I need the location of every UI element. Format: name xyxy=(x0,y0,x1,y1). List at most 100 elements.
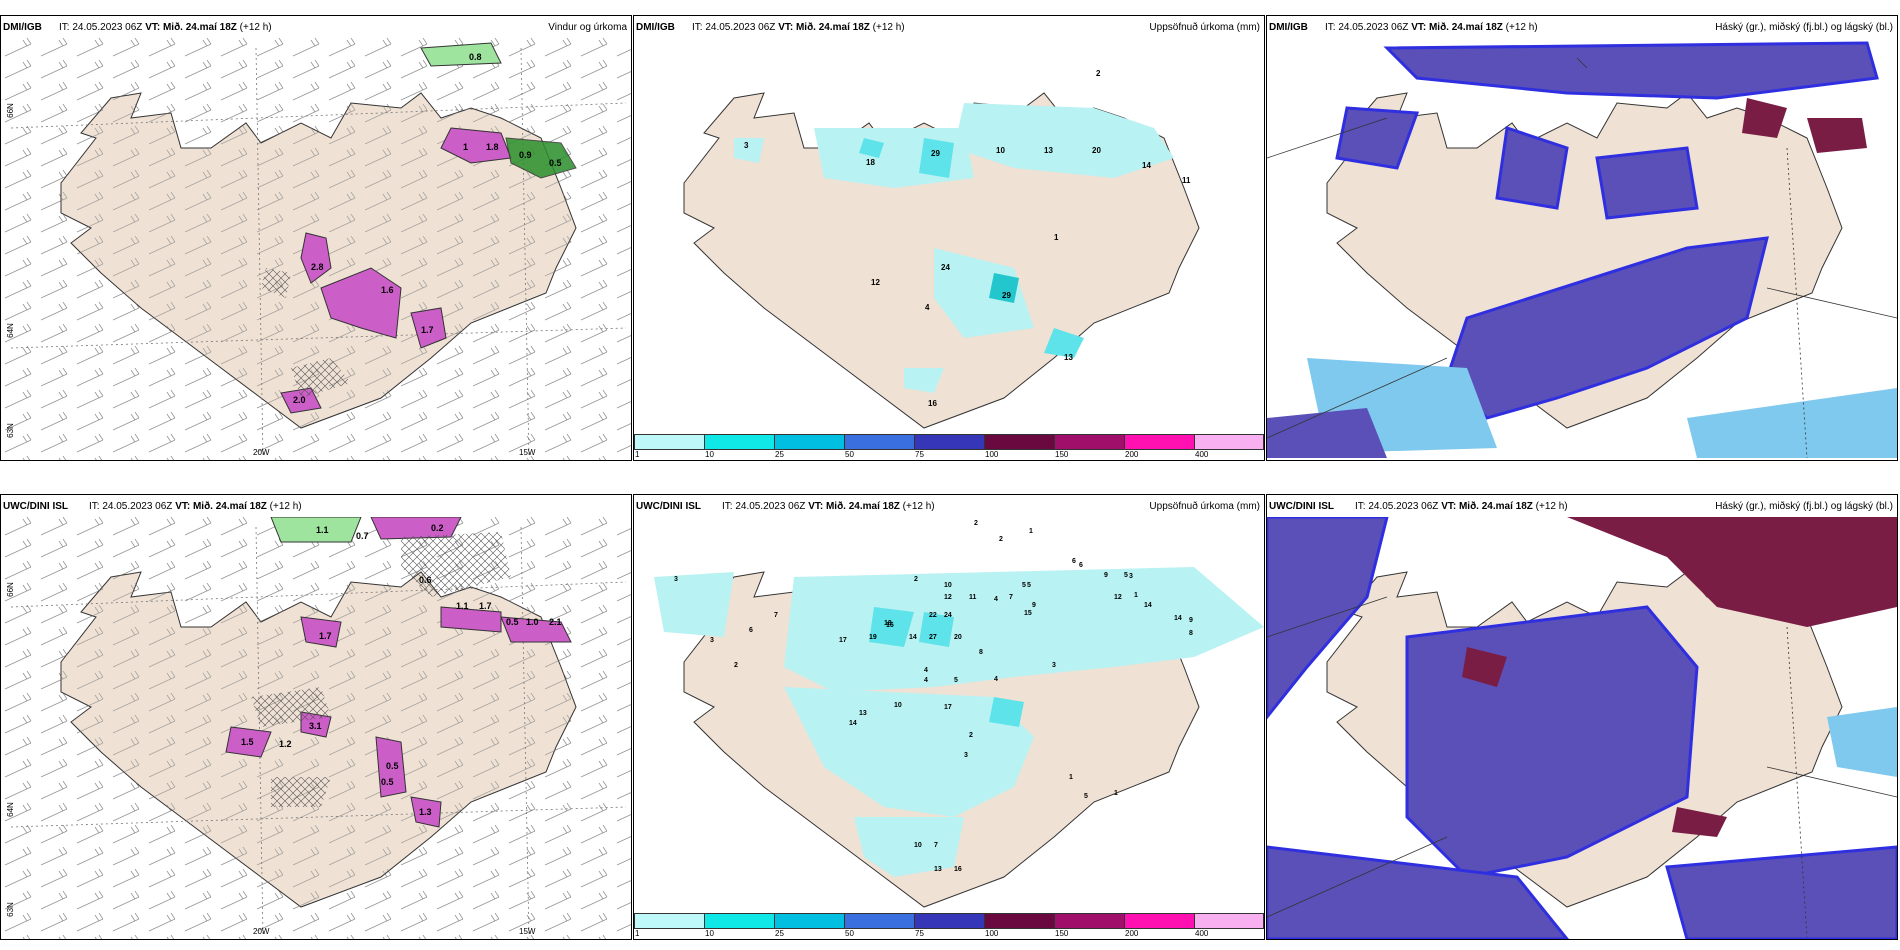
value-label: 2 xyxy=(999,536,1003,543)
map-accum-precip: 2 2 1 6 5 3 10 11 4 2 12 7 18 22 24 27 2… xyxy=(654,520,1264,908)
map-accum-precip: 2 3 18 29 10 13 20 14 11 1 24 12 29 4 13… xyxy=(683,69,1200,429)
graticule xyxy=(10,47,627,459)
value-label: 14 xyxy=(909,634,917,641)
precip-value-labels: 2 2 1 6 5 3 10 11 4 2 12 7 18 22 24 27 2… xyxy=(674,520,1193,873)
value-label: 1.3 xyxy=(419,807,432,817)
value-label: 16 xyxy=(886,622,894,629)
value-label: 10 xyxy=(894,702,902,709)
value-label: 5 xyxy=(1022,582,1026,589)
colorbar-swatch xyxy=(1194,434,1264,450)
init-time: IT: 24.05.2023 06Z VT: Mið. 24.maí 18Z (… xyxy=(722,501,935,512)
init-time: IT: 24.05.2023 06Z VT: Mið. 24.maí 18Z (… xyxy=(59,22,272,33)
panel-uwc-clouds: UWC/DINI ISL IT: 24.05.2023 06Z VT: Mið.… xyxy=(1266,494,1898,940)
panel-title: Uppsöfnuð úrkoma (mm) xyxy=(1149,501,1260,512)
value-label: 2.1 xyxy=(549,617,562,627)
graticule xyxy=(1267,596,1897,938)
lon-label-15w: 15W xyxy=(519,927,536,936)
lon-label-20w: 20W xyxy=(253,927,270,936)
colorbar-label: 200 xyxy=(1125,450,1139,459)
value-label: 1 xyxy=(1069,774,1073,781)
init-time: IT: 24.05.2023 06Z VT: Mið. 24.maí 18Z (… xyxy=(1325,22,1538,33)
colorbar-swatch xyxy=(634,913,705,929)
panel-title: Vindur og úrkoma xyxy=(548,22,627,33)
value-label: 14 xyxy=(1142,161,1151,170)
colorbar-swatch xyxy=(1124,913,1195,929)
value-label: 2.0 xyxy=(293,395,306,405)
value-label: 17 xyxy=(944,704,952,711)
panel-uwc-wind-precip: UWC/DINI ISL IT: 24.05.2023 06Z VT: Mið.… xyxy=(0,494,632,940)
value-label: 4 xyxy=(924,667,928,674)
colorbar-label: 75 xyxy=(915,450,924,459)
value-label: 0.5 xyxy=(549,158,562,168)
value-label: 12 xyxy=(1114,594,1122,601)
value-label: 0.8 xyxy=(469,52,482,62)
colorbar-label: 1 xyxy=(635,929,640,938)
panel-header: DMI/IGB IT: 24.05.2023 06Z VT: Mið. 24.m… xyxy=(1,16,631,38)
value-label: 17 xyxy=(839,637,847,644)
value-label: 2 xyxy=(974,520,978,527)
colorbar-swatch xyxy=(914,434,985,450)
map-wind-precip: 1.1 0.7 0.2 0.6 1.1 1.7 0.5 1.0 2.1 1.7 … xyxy=(1,517,631,939)
value-label: 13 xyxy=(1044,146,1053,155)
panel-dmi-wind-precip: DMI/IGB IT: 24.05.2023 06Z VT: Mið. 24.m… xyxy=(0,15,632,461)
value-label: 2.8 xyxy=(311,262,324,272)
value-label: 11 xyxy=(969,594,977,601)
value-label: 1.1 xyxy=(316,525,329,535)
value-label: 1.8 xyxy=(486,142,499,152)
value-label: 24 xyxy=(941,263,950,272)
precip-value-labels: 2 3 18 29 10 13 20 14 11 1 24 12 29 4 13… xyxy=(744,69,1191,408)
model-source: DMI/IGB xyxy=(1269,22,1308,33)
value-label: 18 xyxy=(866,158,875,167)
colorbar-label: 400 xyxy=(1195,450,1209,459)
value-label: 9 xyxy=(1104,572,1108,579)
value-label: 27 xyxy=(929,634,937,641)
value-label: 3 xyxy=(1129,573,1133,580)
colorbar-swatch xyxy=(774,434,845,450)
value-label: 0.9 xyxy=(519,150,532,160)
value-label: 3 xyxy=(674,576,678,583)
value-label: 1 xyxy=(1054,233,1059,242)
value-label: 22 xyxy=(929,612,937,619)
panel-header: DMI/IGB IT: 24.05.2023 06Z VT: Mið. 24.m… xyxy=(1267,16,1897,38)
value-label: 19 xyxy=(869,634,877,641)
lat-label: 64N xyxy=(5,323,15,338)
colorbar: 1 10 25 50 75 100 150 200 400 xyxy=(634,911,1264,939)
panel-header: DMI/IGB IT: 24.05.2023 06Z VT: Mið. 24.m… xyxy=(634,16,1264,38)
panel-title: Háský (gr.), miðský (fj.bl.) og lágský (… xyxy=(1715,501,1893,512)
colorbar-swatch xyxy=(914,913,985,929)
colorbar-swatch xyxy=(774,913,845,929)
value-label: 15 xyxy=(1024,610,1032,617)
value-label: 18 xyxy=(884,620,892,627)
panel-title: Háský (gr.), miðský (fj.bl.) og lágský (… xyxy=(1715,22,1893,33)
value-label: 4 xyxy=(924,677,928,684)
value-label: 2 xyxy=(969,732,973,739)
precip-areas xyxy=(654,567,1264,877)
value-label: 5 xyxy=(954,677,958,684)
model-source: UWC/DINI ISL xyxy=(636,501,701,512)
init-time: IT: 24.05.2023 06Z VT: Mið. 24.maí 18Z (… xyxy=(1355,501,1568,512)
value-label: 9 xyxy=(1189,617,1193,624)
value-label: 20 xyxy=(1092,146,1101,155)
colorbar-label: 25 xyxy=(775,929,784,938)
value-label: 3 xyxy=(710,637,714,644)
value-label: 0.5 xyxy=(381,777,394,787)
value-label: 1.1 xyxy=(456,601,469,611)
panel-header: UWC/DINI ISL IT: 24.05.2023 06Z VT: Mið.… xyxy=(1267,495,1897,517)
model-source: UWC/DINI ISL xyxy=(3,501,68,512)
value-label: 6 xyxy=(1072,558,1076,565)
value-label: 0.2 xyxy=(431,523,444,533)
map-wind-precip: 0.8 1 1.8 0.9 0.5 2.8 1.6 1.7 2.0 xyxy=(1,38,631,460)
panel-uwc-accum-precip: UWC/DINI ISL IT: 24.05.2023 06Z VT: Mið.… xyxy=(633,494,1265,940)
colorbar: 1 10 25 50 75 100 150 200 400 xyxy=(634,432,1264,460)
value-label: 6 xyxy=(749,627,753,634)
map-cloud-cover xyxy=(1267,517,1897,939)
value-label: 2 xyxy=(1096,69,1101,78)
colorbar-swatch xyxy=(844,913,915,929)
value-label: 1.7 xyxy=(479,601,492,611)
value-label: 1 xyxy=(463,142,468,152)
value-label: 13 xyxy=(1064,353,1073,362)
value-label: 10 xyxy=(996,146,1005,155)
colorbar-swatch xyxy=(984,913,1055,929)
precip-areas xyxy=(734,103,1174,393)
value-label: 1.2 xyxy=(279,739,292,749)
